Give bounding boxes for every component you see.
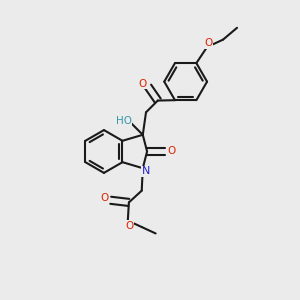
Text: O: O bbox=[168, 146, 176, 157]
Text: O: O bbox=[204, 38, 213, 49]
Text: O: O bbox=[125, 221, 134, 231]
Text: O: O bbox=[100, 193, 108, 203]
Text: HO: HO bbox=[116, 116, 132, 126]
Text: O: O bbox=[139, 79, 147, 89]
Text: N: N bbox=[142, 166, 150, 176]
